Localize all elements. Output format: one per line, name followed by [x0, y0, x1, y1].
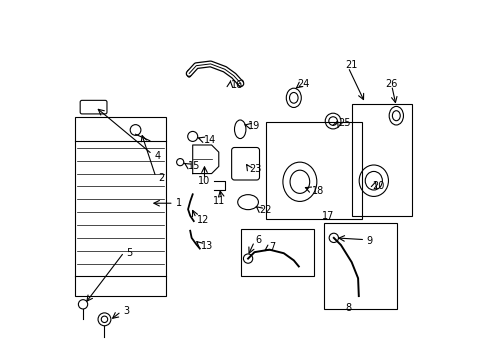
Text: 6: 6 — [255, 235, 261, 245]
Bar — [75, 117, 165, 296]
Text: 21: 21 — [345, 60, 357, 70]
Text: 4: 4 — [154, 151, 160, 161]
Text: 12: 12 — [197, 215, 209, 225]
Bar — [241, 229, 313, 276]
Text: 26: 26 — [385, 78, 397, 89]
Text: 14: 14 — [203, 135, 216, 145]
Text: 22: 22 — [259, 204, 271, 215]
Text: 19: 19 — [247, 121, 260, 131]
Text: 11: 11 — [213, 196, 225, 206]
Text: 13: 13 — [201, 241, 213, 251]
Bar — [323, 223, 396, 309]
Text: 10: 10 — [198, 176, 210, 186]
Text: 9: 9 — [365, 236, 371, 246]
Text: 8: 8 — [345, 302, 351, 312]
Text: 2: 2 — [158, 173, 164, 183]
Text: 7: 7 — [268, 242, 274, 252]
Text: 25: 25 — [337, 118, 350, 128]
Text: 24: 24 — [297, 79, 309, 89]
Bar — [265, 122, 361, 219]
Text: 18: 18 — [311, 186, 323, 196]
Text: 23: 23 — [248, 164, 261, 174]
Text: 20: 20 — [372, 181, 384, 192]
Text: 1: 1 — [176, 198, 182, 208]
Bar — [351, 104, 411, 216]
Text: 3: 3 — [123, 306, 129, 316]
Text: 17: 17 — [322, 211, 334, 221]
Text: 16: 16 — [231, 80, 243, 90]
Text: 5: 5 — [126, 248, 133, 258]
Text: 15: 15 — [188, 161, 200, 171]
